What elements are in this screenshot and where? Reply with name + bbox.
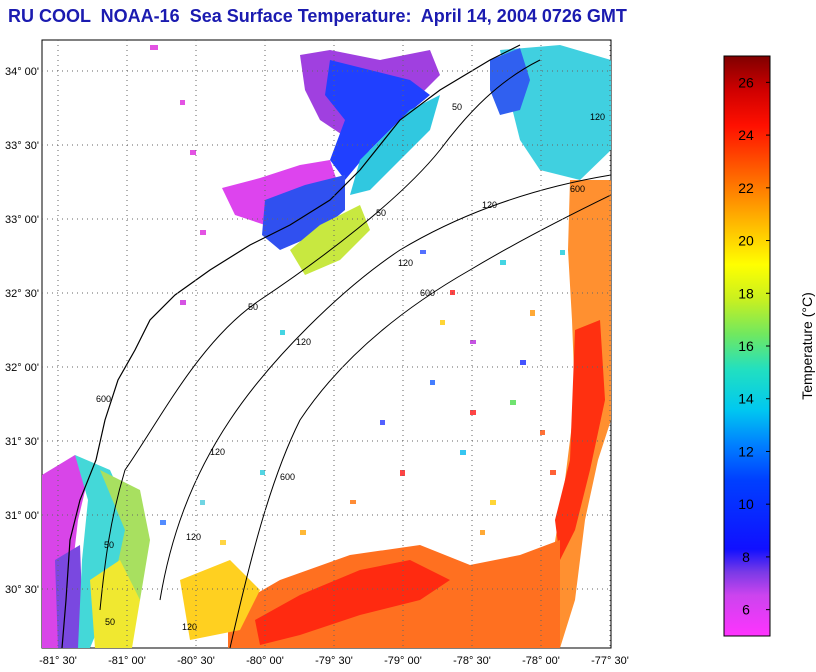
- colorbar-tick-label: 26: [738, 74, 754, 90]
- contour-label: 50: [104, 540, 114, 550]
- latitude-label: 33° 00': [5, 214, 39, 226]
- latitude-label: 32° 00': [5, 362, 39, 374]
- gulfstream-east-red: [555, 320, 605, 560]
- contour-50m: [99, 59, 541, 611]
- coastal-purple-band: [55, 545, 82, 648]
- latitude-label: 34° 00': [5, 66, 39, 78]
- colorbar-label: Temperature (°C): [799, 292, 815, 400]
- colorbar-tick-label: 18: [738, 285, 754, 301]
- colorbar-tick-label: 24: [738, 127, 754, 143]
- bay-blue-water: [262, 175, 345, 250]
- colorbar-tick-label: 22: [738, 180, 754, 196]
- colorbar-tick-label: 16: [738, 338, 754, 354]
- colorbar-tick-label: 10: [738, 496, 754, 512]
- carolina-cyan-strip: [350, 95, 440, 195]
- longitude-label: -78° 00': [522, 655, 560, 667]
- contour-label: 600: [96, 394, 111, 404]
- contour-label: 50: [452, 102, 462, 112]
- latitude-label: 31° 30': [5, 436, 39, 448]
- contour-label: 120: [186, 532, 201, 542]
- contour-label: 120: [590, 112, 605, 122]
- sst-imagery: [42, 44, 611, 648]
- colorbar-tick-label: 14: [738, 391, 754, 407]
- colorbar-ticks: 6 8 10 12 14 16 18 20 22 24 26: [738, 74, 770, 618]
- contour-label: 120: [296, 337, 311, 347]
- colorbar-tick-label: 20: [738, 233, 754, 249]
- colorbar: [723, 55, 771, 637]
- contour-label: 50: [105, 617, 115, 627]
- map-title: RU COOL NOAA-16 Sea Surface Temperature:…: [8, 6, 627, 26]
- latitude-label: 30° 30': [5, 584, 39, 596]
- contour-label: 50: [376, 208, 386, 218]
- longitude-label: -81° 00': [108, 655, 146, 667]
- coastal-cold-band: [42, 455, 90, 648]
- southern-yellow-patch: [180, 560, 260, 640]
- carolina-blue-water: [325, 60, 430, 180]
- longitude-label: -77° 30': [591, 655, 629, 667]
- contour-label: 120: [210, 447, 225, 457]
- contour-label: 50: [248, 302, 258, 312]
- longitude-label: -80° 30': [177, 655, 215, 667]
- contour-label: 120: [182, 622, 197, 632]
- colorbar-tick-label: 12: [738, 443, 754, 459]
- bay-magenta-water: [222, 160, 340, 225]
- bathymetry-contours: [61, 44, 611, 648]
- ne-blue-strip: [490, 48, 530, 115]
- longitude-label: -78° 30': [453, 655, 491, 667]
- longitude-label: -80° 00': [246, 655, 284, 667]
- contour-label: 600: [570, 184, 585, 194]
- latitude-label: 33° 30': [5, 140, 39, 152]
- latitude-labels: 34° 00' 33° 30' 33° 00' 32° 30' 32° 00' 31° 3…: [5, 66, 39, 596]
- coastline: [61, 44, 521, 648]
- latitude-label: 31° 00': [5, 510, 39, 522]
- longitude-labels: -81° 30' -81° 00' -80° 30' -80° 00' -79° 30'…: [39, 655, 629, 667]
- contour-600m: [229, 194, 611, 648]
- longitude-label: -81° 30': [39, 655, 77, 667]
- colorbar-tick-label: 6: [742, 602, 750, 618]
- contour-label: 600: [280, 472, 295, 482]
- longitude-label: -79° 00': [384, 655, 422, 667]
- colorbar-tick-label: 8: [742, 549, 750, 565]
- contour-120m: [159, 174, 611, 601]
- longitude-label: -79° 30': [315, 655, 353, 667]
- contour-label: 120: [482, 200, 497, 210]
- shelf-yellow-green: [290, 205, 370, 275]
- southern-red-patch: [255, 560, 450, 645]
- contour-label: 120: [398, 258, 413, 268]
- latitude-label: 32° 30': [5, 288, 39, 300]
